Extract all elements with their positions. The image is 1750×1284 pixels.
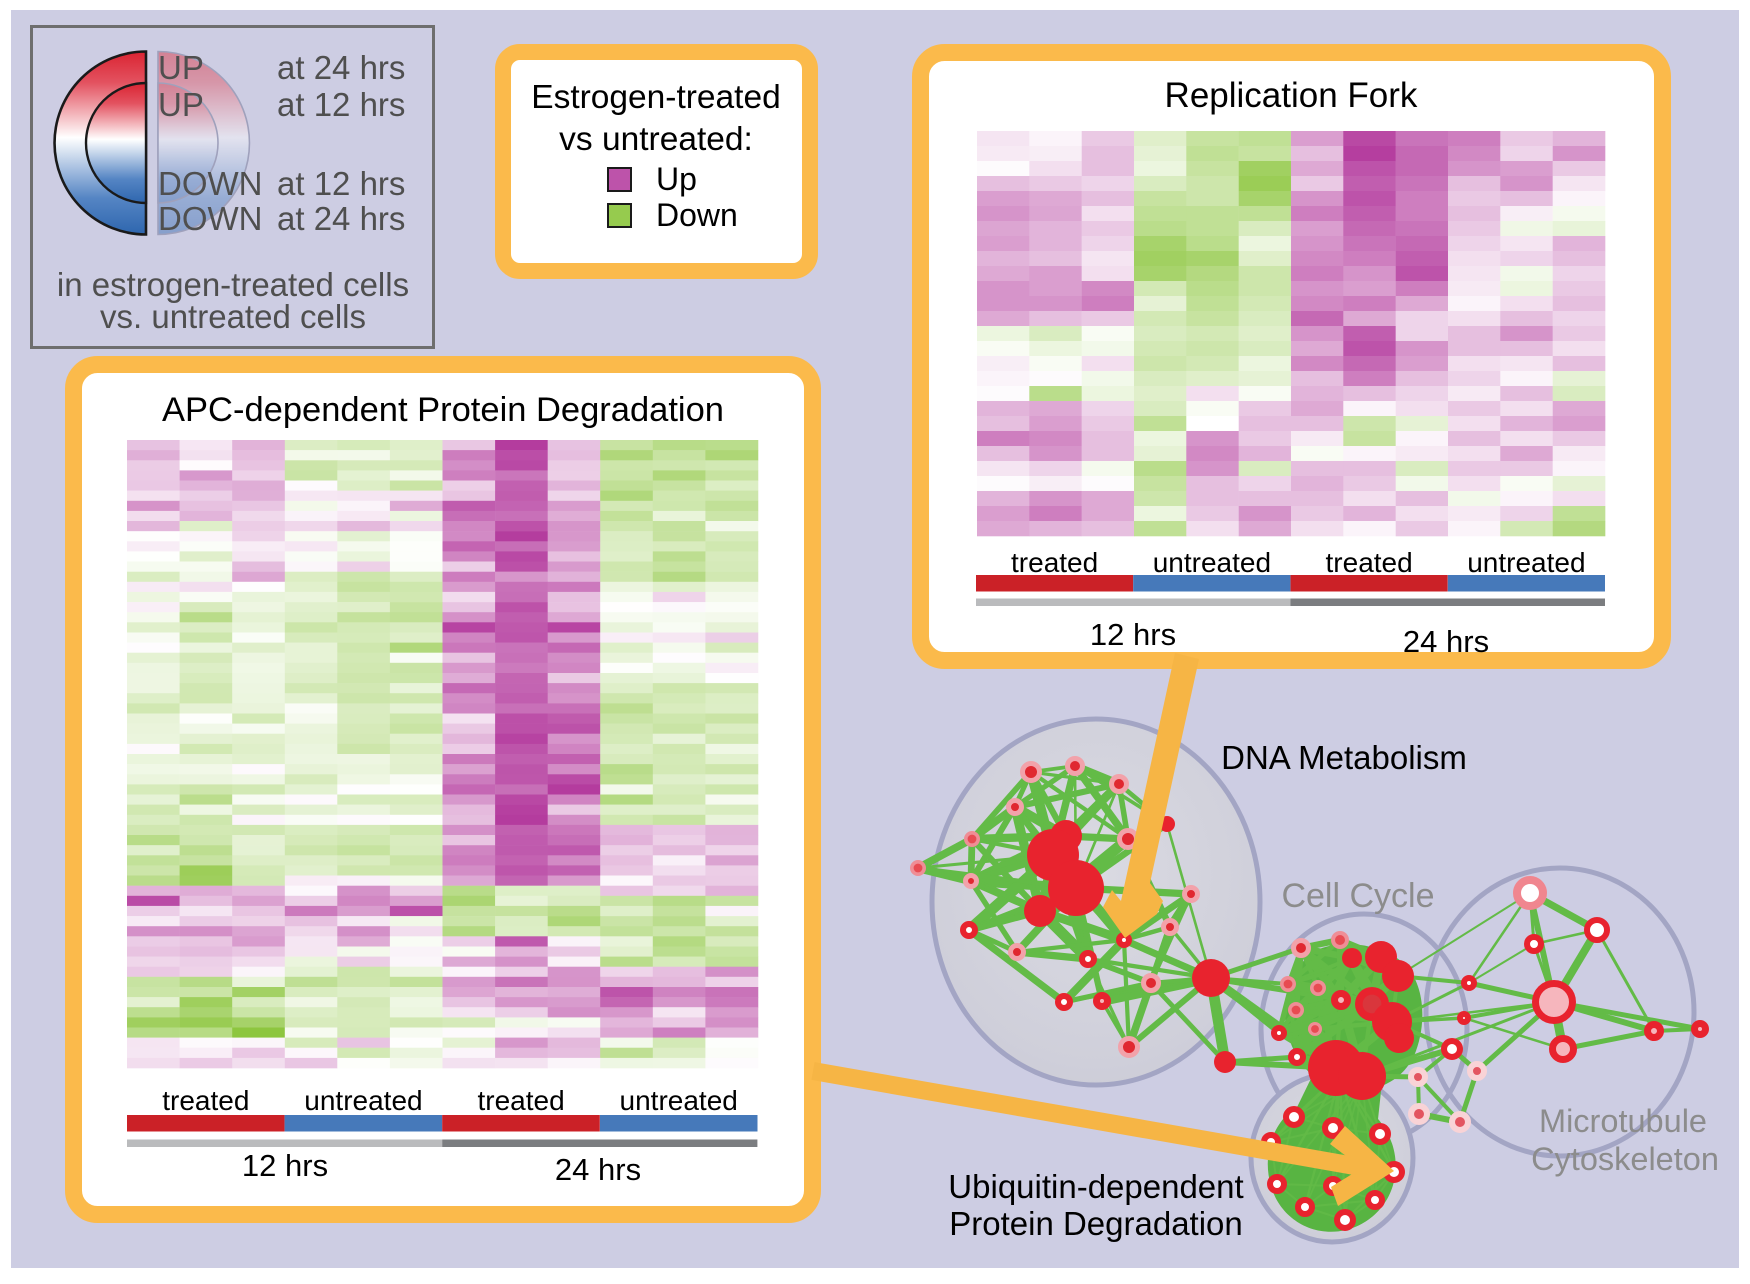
svg-text:Cell Cycle: Cell Cycle bbox=[1281, 877, 1434, 915]
svg-text:DNA Metabolism: DNA Metabolism bbox=[1221, 739, 1467, 776]
svg-text:24 hrs: 24 hrs bbox=[555, 1152, 641, 1187]
svg-text:Protein Degradation: Protein Degradation bbox=[949, 1205, 1243, 1242]
svg-text:Ubiquitin-dependent: Ubiquitin-dependent bbox=[948, 1168, 1243, 1205]
svg-text:Replication Fork: Replication Fork bbox=[1165, 76, 1418, 115]
svg-text:at 12 hrs: at 12 hrs bbox=[277, 165, 405, 202]
svg-text:treated: treated bbox=[162, 1085, 249, 1116]
svg-text:Cytoskeleton: Cytoskeleton bbox=[1531, 1141, 1719, 1177]
svg-text:24 hrs: 24 hrs bbox=[1403, 624, 1489, 659]
svg-text:at 24 hrs: at 24 hrs bbox=[277, 200, 405, 237]
svg-text:Up: Up bbox=[656, 161, 697, 197]
svg-text:untreated: untreated bbox=[304, 1085, 422, 1116]
svg-text:Down: Down bbox=[656, 197, 738, 233]
svg-text:untreated: untreated bbox=[620, 1085, 738, 1116]
svg-text:12 hrs: 12 hrs bbox=[1090, 617, 1176, 652]
svg-text:at 24 hrs: at 24 hrs bbox=[277, 49, 405, 86]
svg-text:UP: UP bbox=[158, 86, 204, 123]
svg-text:vs untreated:: vs untreated: bbox=[559, 121, 753, 158]
svg-text:treated: treated bbox=[1011, 547, 1098, 578]
svg-text:DOWN: DOWN bbox=[158, 200, 262, 237]
svg-text:APC-dependent Protein Degradat: APC-dependent Protein Degradation bbox=[162, 391, 724, 429]
svg-text:Microtubule: Microtubule bbox=[1539, 1103, 1707, 1139]
svg-text:at 12 hrs: at 12 hrs bbox=[277, 86, 405, 123]
svg-text:UP: UP bbox=[158, 49, 204, 86]
svg-text:vs. untreated cells: vs. untreated cells bbox=[100, 298, 366, 335]
svg-text:treated: treated bbox=[1326, 547, 1413, 578]
svg-text:DOWN: DOWN bbox=[158, 165, 262, 202]
svg-text:untreated: untreated bbox=[1153, 547, 1271, 578]
svg-text:12 hrs: 12 hrs bbox=[242, 1148, 328, 1183]
svg-text:Estrogen-treated: Estrogen-treated bbox=[531, 79, 781, 116]
svg-text:untreated: untreated bbox=[1467, 547, 1585, 578]
svg-text:in estrogen-treated cells: in estrogen-treated cells bbox=[57, 266, 409, 303]
svg-text:treated: treated bbox=[477, 1085, 564, 1116]
